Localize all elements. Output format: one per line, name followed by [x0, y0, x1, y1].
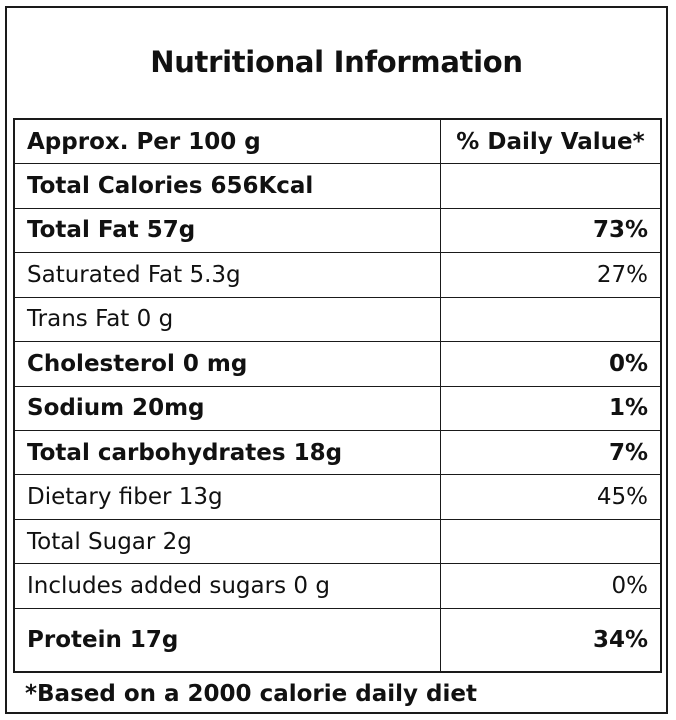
nutrient-name: Trans Fat 0 g [15, 296, 441, 343]
daily-value: 0% [440, 563, 660, 609]
table-row: Total Sugar 2g [15, 518, 660, 565]
table-row: Protein 17g 34% [15, 608, 660, 671]
table-row: Dietary fiber 13g 45% [15, 474, 660, 520]
nutrient-name: Sodium 20mg [15, 385, 441, 431]
daily-value: 1% [440, 385, 660, 431]
nutrient-name: Dietary fiber 13g [15, 474, 441, 520]
daily-value: 7% [440, 429, 660, 476]
table-header-row: Approx. Per 100 g % Daily Value* [15, 120, 660, 165]
nutrition-label: Nutritional Information Approx. Per 100 … [5, 6, 668, 714]
nutrient-name: Cholesterol 0 mg [15, 341, 441, 387]
header-serving-size: Approx. Per 100 g [15, 120, 441, 165]
daily-value: 27% [440, 252, 660, 298]
daily-value: 0% [440, 341, 660, 387]
label-title: Nutritional Information [150, 45, 523, 79]
nutrient-name: Includes added sugars 0 g [15, 563, 441, 609]
daily-value [440, 163, 660, 209]
nutrient-name: Total Fat 57g [15, 207, 441, 254]
table-row: Sodium 20mg 1% [15, 385, 660, 431]
header-daily-value: % Daily Value* [440, 120, 660, 165]
daily-value [440, 296, 660, 343]
nutrient-name: Protein 17g [15, 608, 441, 671]
nutrient-name: Total Calories 656Kcal [15, 163, 441, 209]
nutrient-name: Saturated Fat 5.3g [15, 252, 441, 298]
daily-value [440, 518, 660, 565]
nutrient-name: Total Sugar 2g [15, 518, 441, 565]
table-row: Total Calories 656Kcal [15, 163, 660, 209]
nutrient-name: Total carbohydrates 18g [15, 429, 441, 476]
table-row: Includes added sugars 0 g 0% [15, 563, 660, 609]
table-row: Total carbohydrates 18g 7% [15, 429, 660, 476]
table-row: Cholesterol 0 mg 0% [15, 341, 660, 387]
table-row: Saturated Fat 5.3g 27% [15, 252, 660, 298]
footnote: *Based on a 2000 calorie daily diet [25, 680, 477, 707]
table-row: Total Fat 57g 73% [15, 207, 660, 254]
nutrition-table: Approx. Per 100 g % Daily Value* Total C… [13, 118, 662, 673]
table-row: Trans Fat 0 g [15, 296, 660, 343]
daily-value: 34% [440, 608, 660, 671]
daily-value: 73% [440, 207, 660, 254]
daily-value: 45% [440, 474, 660, 520]
